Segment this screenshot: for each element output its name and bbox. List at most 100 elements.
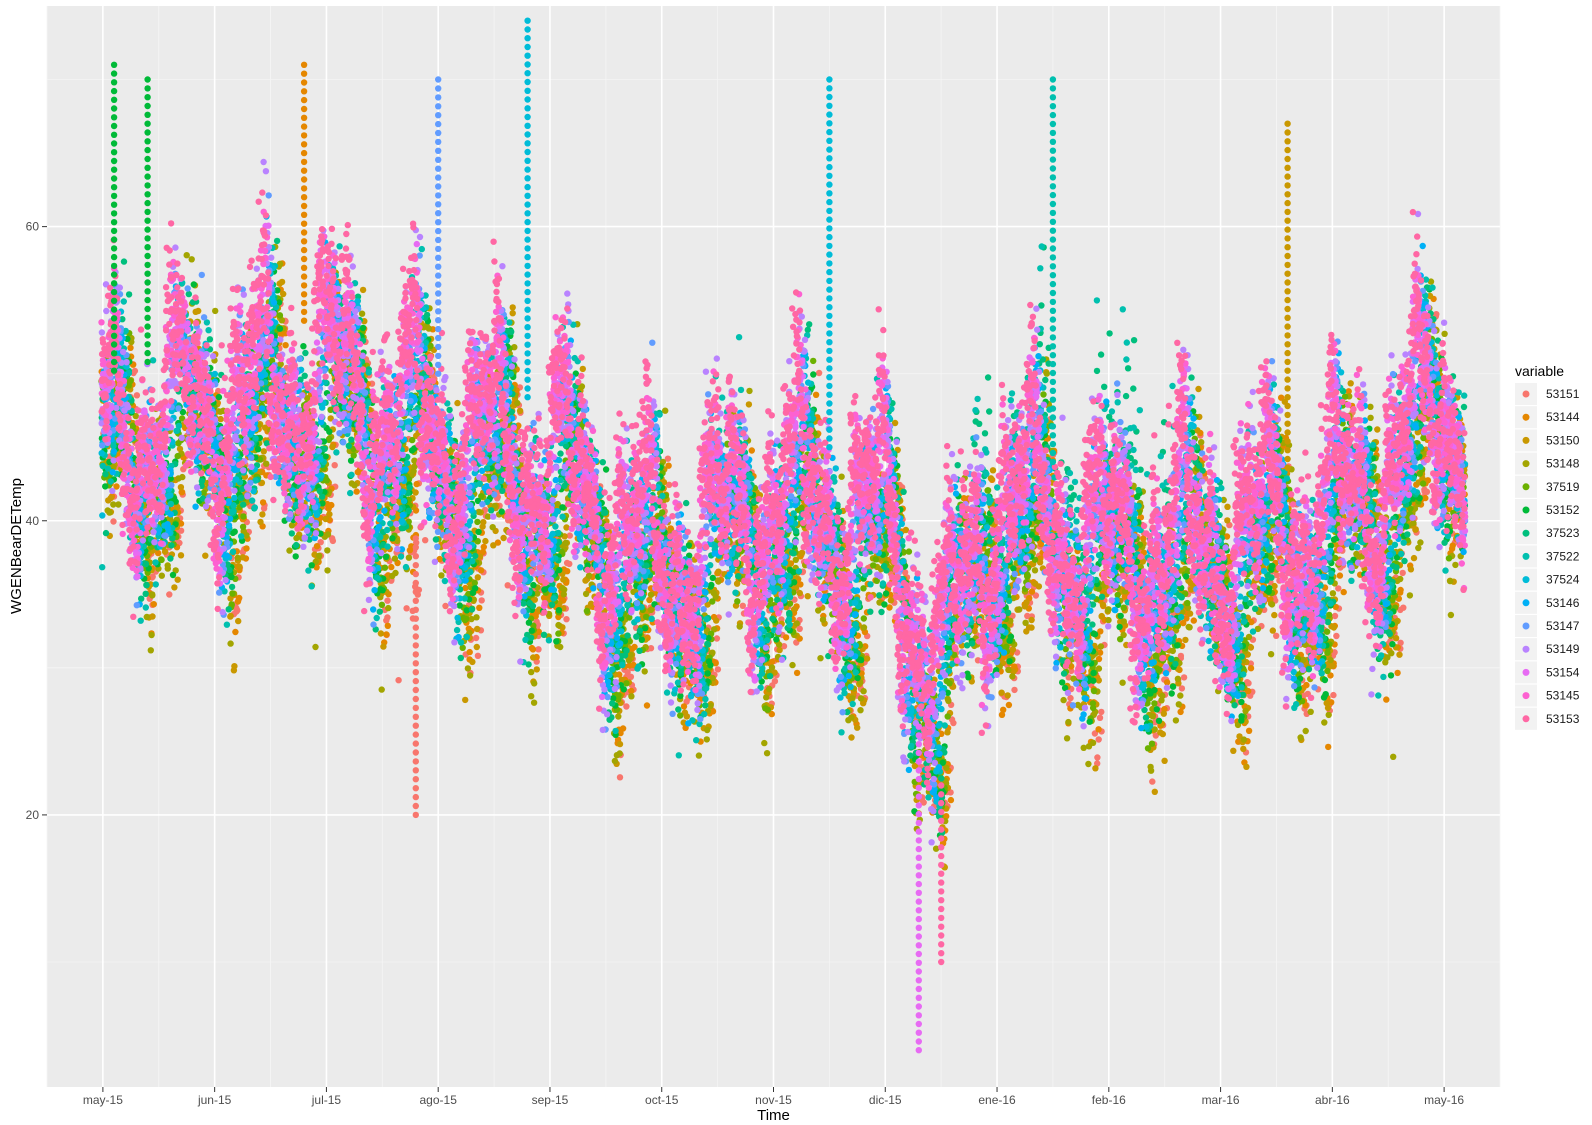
data-point bbox=[482, 537, 489, 545]
data-point bbox=[479, 523, 486, 530]
data-point bbox=[579, 365, 586, 373]
data-point bbox=[115, 501, 122, 508]
data-point bbox=[1151, 788, 1159, 795]
data-point bbox=[234, 607, 241, 614]
data-point bbox=[713, 635, 721, 642]
data-point bbox=[425, 325, 433, 332]
data-point bbox=[202, 552, 209, 559]
data-point bbox=[776, 646, 783, 654]
data-point bbox=[480, 543, 487, 551]
data-point bbox=[395, 677, 402, 684]
data-point bbox=[230, 667, 238, 674]
data-point bbox=[263, 460, 270, 467]
data-point bbox=[1399, 569, 1406, 577]
data-point bbox=[384, 614, 391, 621]
data-point bbox=[312, 643, 319, 651]
data-point bbox=[1330, 691, 1337, 699]
data-point bbox=[1195, 385, 1202, 393]
data-point bbox=[286, 547, 293, 554]
data-point bbox=[212, 307, 219, 315]
data-point bbox=[944, 729, 951, 736]
data-point bbox=[1347, 380, 1354, 387]
data-point bbox=[351, 482, 358, 489]
data-point bbox=[413, 480, 420, 488]
data-point bbox=[812, 391, 820, 398]
data-point bbox=[227, 640, 234, 647]
data-point bbox=[1000, 706, 1007, 713]
data-point bbox=[533, 666, 540, 673]
data-point bbox=[796, 589, 803, 597]
data-point bbox=[563, 616, 570, 623]
data-point bbox=[149, 573, 156, 580]
data-point bbox=[1099, 601, 1107, 608]
data-point bbox=[1333, 632, 1340, 640]
data-point bbox=[326, 511, 333, 518]
data-point bbox=[1243, 763, 1250, 770]
data-point bbox=[232, 628, 239, 636]
data-point bbox=[793, 669, 801, 677]
data-point bbox=[227, 613, 234, 620]
data-point bbox=[1240, 745, 1247, 753]
data-point bbox=[1098, 612, 1105, 620]
data-point bbox=[1161, 757, 1168, 764]
data-point bbox=[280, 290, 287, 298]
data-point bbox=[359, 286, 367, 294]
data-point bbox=[378, 686, 385, 693]
data-point bbox=[1330, 624, 1338, 631]
data-point bbox=[947, 796, 955, 804]
data-point bbox=[148, 631, 155, 639]
data-point bbox=[531, 680, 538, 687]
data-point bbox=[1028, 588, 1036, 595]
data-point bbox=[454, 399, 461, 407]
data-point bbox=[442, 602, 449, 610]
data-point bbox=[236, 563, 243, 570]
data-point bbox=[887, 597, 895, 604]
data-point bbox=[680, 703, 688, 710]
data-point bbox=[464, 665, 472, 672]
data-point bbox=[1035, 583, 1043, 590]
data-point bbox=[1011, 686, 1018, 694]
data-point bbox=[616, 740, 624, 748]
data-point bbox=[535, 646, 542, 653]
data-point bbox=[324, 567, 331, 574]
data-point bbox=[563, 524, 570, 531]
data-point bbox=[1448, 545, 1456, 552]
data-point bbox=[1224, 503, 1231, 510]
data-point bbox=[854, 724, 861, 731]
data-point bbox=[1407, 566, 1415, 573]
data-point bbox=[500, 534, 507, 542]
data-point bbox=[1271, 611, 1278, 619]
data-point bbox=[331, 462, 338, 469]
data-point bbox=[164, 562, 171, 569]
data-point bbox=[1329, 662, 1336, 669]
data-point bbox=[217, 415, 224, 423]
data-point bbox=[385, 604, 392, 612]
data-point bbox=[1163, 679, 1171, 686]
data-point bbox=[147, 647, 154, 654]
data-point bbox=[1423, 488, 1431, 495]
data-point bbox=[804, 593, 811, 600]
data-point bbox=[1023, 599, 1030, 606]
data-point bbox=[1095, 736, 1102, 743]
data-point bbox=[619, 725, 627, 732]
data-point bbox=[782, 634, 790, 641]
data-point bbox=[998, 689, 1005, 696]
data-point bbox=[477, 567, 485, 574]
data-point bbox=[989, 467, 997, 474]
data-point bbox=[504, 582, 511, 589]
data-point bbox=[1394, 669, 1401, 677]
data-point bbox=[1096, 714, 1104, 721]
data-point bbox=[848, 734, 855, 741]
data-point bbox=[188, 256, 195, 263]
data-point bbox=[422, 537, 429, 544]
data-point bbox=[560, 576, 567, 583]
data-point bbox=[582, 590, 590, 598]
data-point bbox=[324, 531, 332, 538]
data-point bbox=[562, 539, 569, 547]
data-point bbox=[278, 278, 286, 286]
data-point bbox=[329, 443, 336, 451]
data-point bbox=[476, 604, 483, 611]
data-point bbox=[1160, 710, 1168, 717]
data-point bbox=[388, 563, 395, 571]
